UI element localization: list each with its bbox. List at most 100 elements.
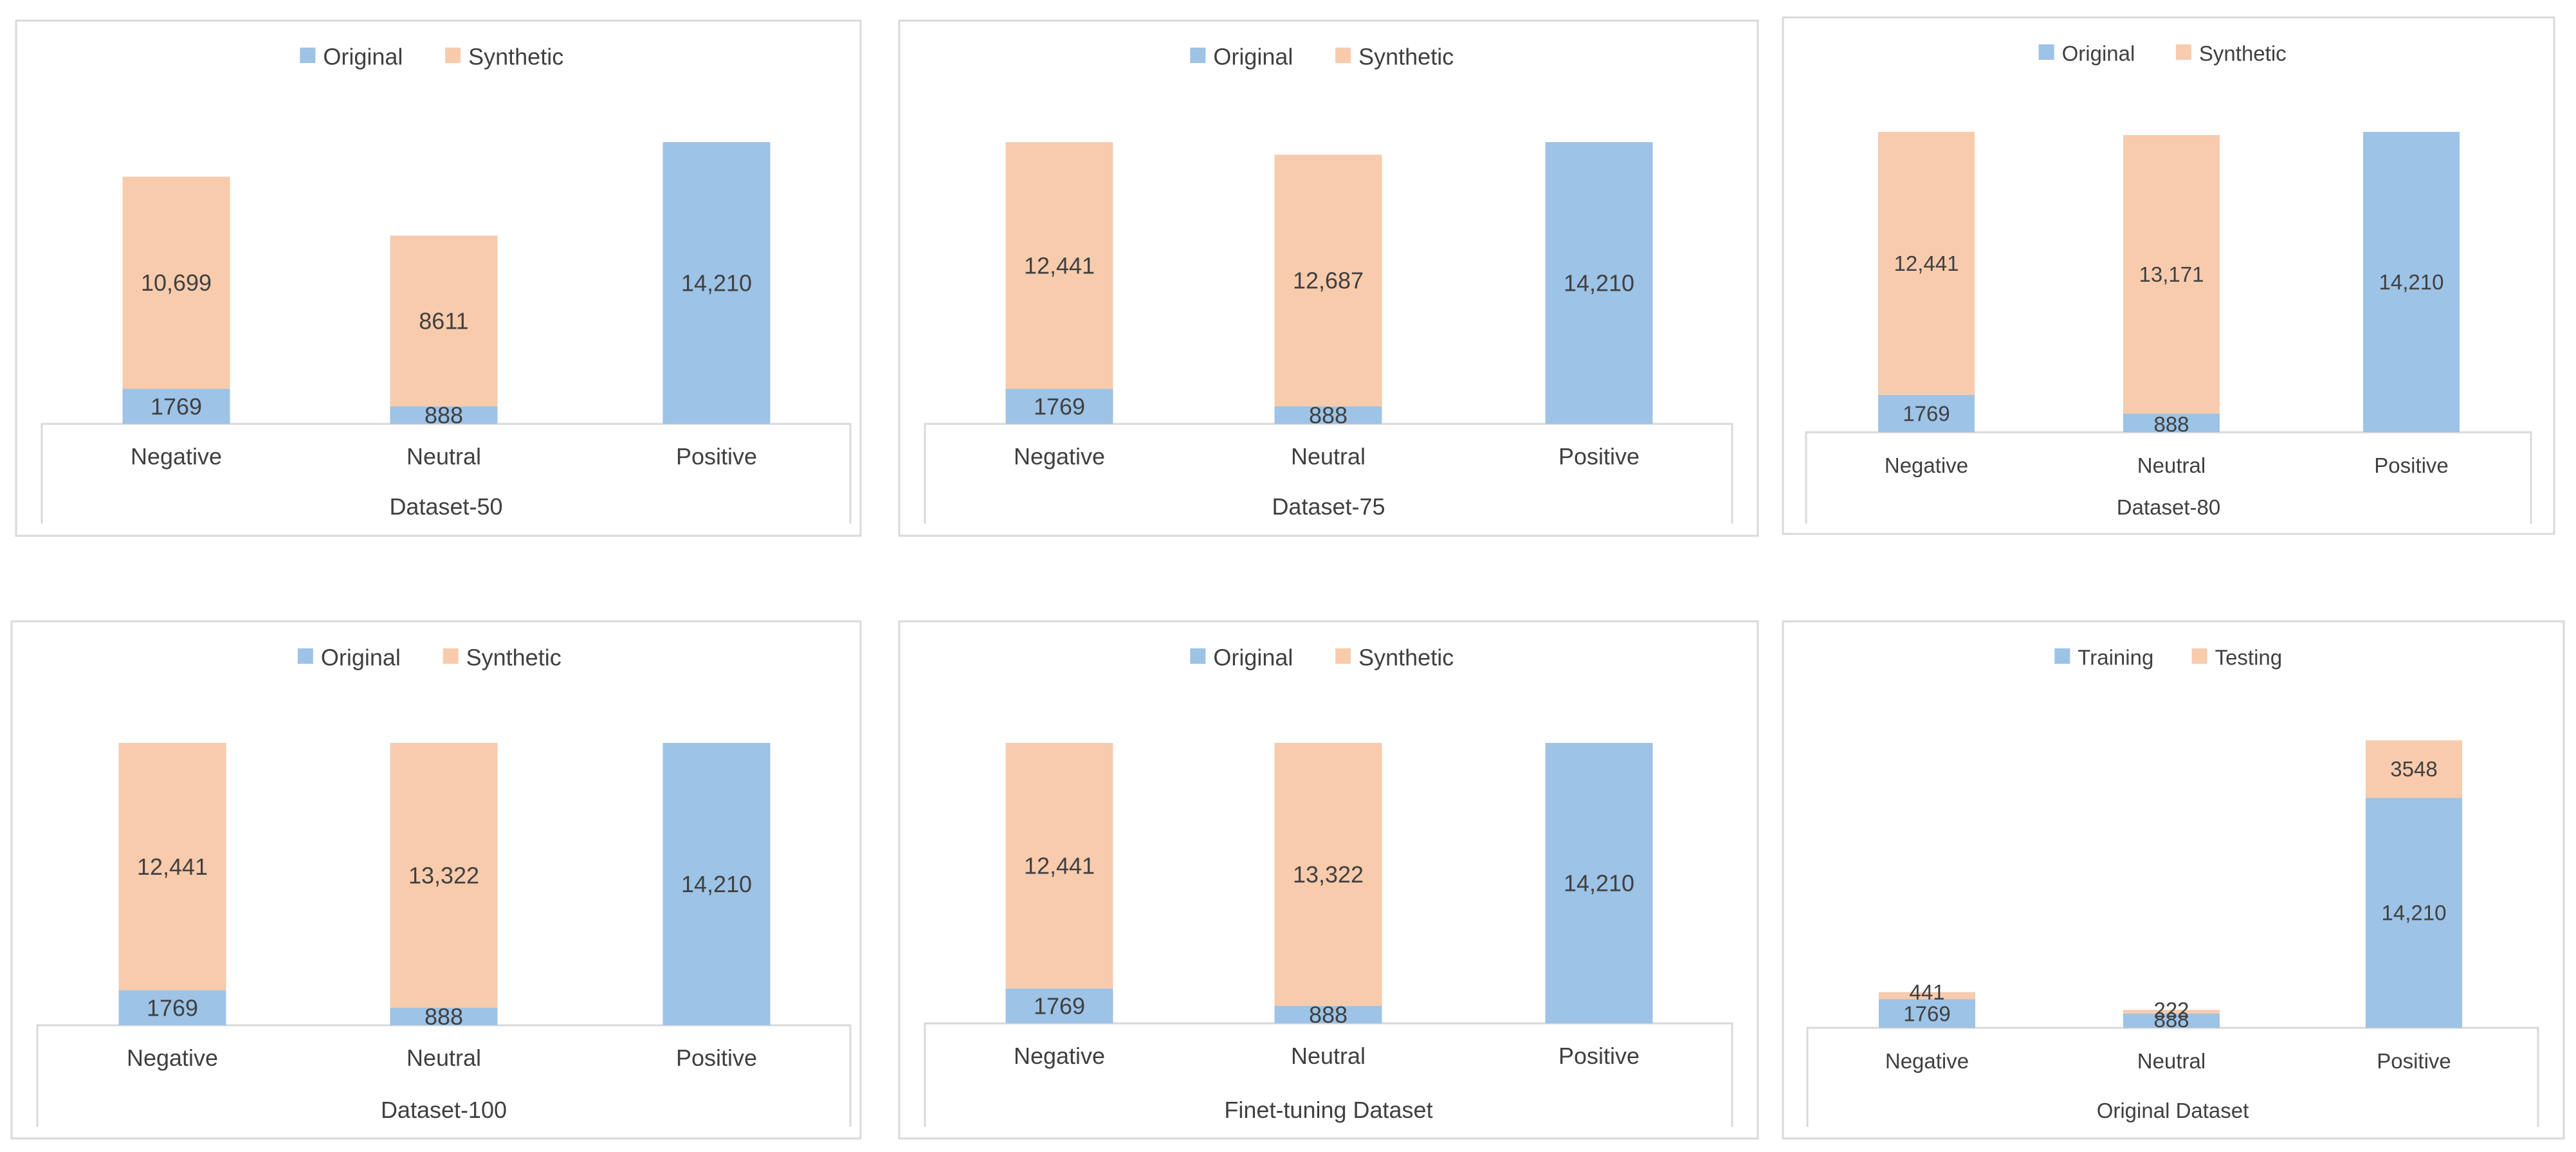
bar-synthetic-negative xyxy=(1878,132,1975,395)
bar-training-negative xyxy=(1879,999,1975,1028)
legend-swatch-original xyxy=(297,648,313,664)
legend-label: Original xyxy=(2062,42,2135,66)
bar-synthetic-neutral xyxy=(1274,154,1382,407)
chart-panel-5: Original Synthetic 1769 12,441 Negative 888 13… xyxy=(898,620,1759,1140)
data-label: 13,171 xyxy=(2139,262,2204,286)
bar-synthetic-negative xyxy=(1005,743,1113,989)
legend-swatch-original xyxy=(1190,648,1206,664)
category-label: Neutral xyxy=(1291,1043,1366,1069)
data-label: 1769 xyxy=(151,393,202,419)
bar-synthetic-neutral xyxy=(1274,743,1382,1006)
legend-swatch-original xyxy=(1190,48,1206,63)
dataset-label: Dataset-50 xyxy=(389,493,502,520)
bar-original-positive xyxy=(662,142,771,424)
dataset-label: Dataset-100 xyxy=(381,1097,507,1123)
bar-original-positive xyxy=(1545,142,1653,424)
category-label: Neutral xyxy=(2137,453,2206,477)
bar-synthetic-negative xyxy=(122,176,230,389)
data-label: 13,322 xyxy=(1293,861,1364,888)
data-label: 10,699 xyxy=(141,270,212,296)
category-label: Neutral xyxy=(406,1045,481,1071)
data-label: 888 xyxy=(425,402,463,428)
data-label: 14,210 xyxy=(2379,270,2444,294)
legend-swatch-testing xyxy=(2191,648,2207,664)
data-label: 888 xyxy=(1309,402,1347,428)
chart-panel-4: Original Synthetic 1769 12,441 Negative 888 13… xyxy=(10,620,862,1140)
bar-original-negative xyxy=(1878,394,1975,432)
data-label: 12,441 xyxy=(137,854,208,880)
category-label: Positive xyxy=(676,1045,757,1071)
data-label: 12,687 xyxy=(1293,268,1364,294)
category-label: Negative xyxy=(131,443,222,470)
category-label: Negative xyxy=(127,1045,218,1071)
bar-training-neutral xyxy=(2123,1013,2220,1028)
legend-swatch-original xyxy=(300,48,316,63)
data-label: 8611 xyxy=(419,308,468,334)
legend-swatch-training xyxy=(2054,648,2070,664)
legend-label: Testing xyxy=(2215,646,2283,670)
legend-label: Synthetic xyxy=(2199,42,2287,66)
data-label: 14,210 xyxy=(2382,901,2447,925)
legend-label: Synthetic xyxy=(468,44,563,70)
data-label: 3548 xyxy=(2390,757,2437,781)
bar-original-neutral xyxy=(1274,406,1382,424)
bar-original-positive xyxy=(662,743,771,1025)
bar-original-positive xyxy=(2363,132,2460,432)
legend-label: Synthetic xyxy=(1358,645,1454,671)
dataset-label: Dataset-75 xyxy=(1272,493,1385,520)
legend-label: Original xyxy=(321,645,401,671)
category-label: Neutral xyxy=(1291,443,1366,470)
category-label: Neutral xyxy=(2137,1049,2206,1073)
bar-original-negative xyxy=(1005,389,1113,424)
data-label: 441 xyxy=(1909,980,1944,1004)
category-label: Positive xyxy=(2377,1049,2451,1073)
data-label: 1769 xyxy=(1034,393,1085,419)
dataset-label: Finet-tuning Dataset xyxy=(1224,1097,1432,1123)
legend-label: Original xyxy=(1213,645,1293,671)
data-label: 888 xyxy=(1309,1001,1347,1028)
chart-panel-1: Original Synthetic 1769 10,699 Negative 888 86… xyxy=(15,19,862,537)
legend-label: Original xyxy=(323,44,403,70)
chart-panel-3: Original Synthetic 1769 12,441 Negative 888 13… xyxy=(1782,16,2555,535)
category-label: Positive xyxy=(2374,453,2449,477)
category-label: Negative xyxy=(1014,1043,1105,1069)
category-label: Negative xyxy=(1014,443,1105,470)
data-label: 14,210 xyxy=(1564,270,1634,297)
data-label: 222 xyxy=(2153,998,2189,1022)
bar-original-negative xyxy=(1005,988,1113,1023)
category-label: Positive xyxy=(1558,1043,1640,1069)
data-label: 1769 xyxy=(147,994,198,1021)
data-label: 12,441 xyxy=(1024,852,1095,879)
data-label: 1769 xyxy=(1903,1001,1950,1025)
bar-original-negative xyxy=(118,990,226,1025)
bar-original-positive xyxy=(1545,743,1653,1023)
category-label: Negative xyxy=(1885,1049,1969,1073)
data-label: 1769 xyxy=(1034,992,1085,1019)
bar-original-negative xyxy=(122,389,230,424)
data-label: 888 xyxy=(425,1003,463,1030)
data-label: 13,322 xyxy=(408,862,479,888)
bar-original-neutral xyxy=(2123,413,2220,432)
bar-synthetic-neutral xyxy=(390,743,498,1008)
data-label: 14,210 xyxy=(681,270,752,297)
category-label: Negative xyxy=(1885,453,1968,477)
category-label: Positive xyxy=(676,443,757,470)
bar-synthetic-neutral xyxy=(390,235,498,407)
data-label: 888 xyxy=(2153,412,2189,436)
data-label: 14,210 xyxy=(1564,870,1634,897)
category-label: Neutral xyxy=(406,443,481,470)
bar-original-neutral xyxy=(1274,1005,1382,1023)
chart-panel-2: Original Synthetic 1769 12,441 Negative 888 12… xyxy=(898,19,1759,537)
bar-training-positive xyxy=(2366,798,2462,1028)
bar-synthetic-negative xyxy=(118,743,226,991)
legend-swatch-synthetic xyxy=(1335,648,1351,664)
data-label: 14,210 xyxy=(681,871,752,897)
data-label: 888 xyxy=(2153,1008,2189,1032)
category-label: Positive xyxy=(1558,443,1640,470)
bar-synthetic-negative xyxy=(1005,142,1113,389)
legend-swatch-synthetic xyxy=(443,648,459,664)
legend-swatch-original xyxy=(2038,44,2054,60)
legend-label: Original xyxy=(1213,44,1293,70)
bar-testing-neutral xyxy=(2123,1010,2220,1014)
